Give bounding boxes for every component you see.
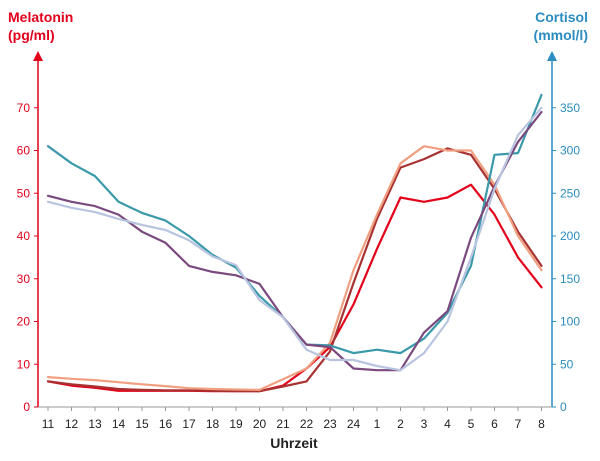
right-y-tick-label: 300 — [560, 144, 580, 158]
x-tick-label: 18 — [206, 417, 220, 431]
left-y-tick-label: 30 — [17, 272, 31, 286]
right-axis-title-line1: Cortisol — [535, 9, 588, 25]
right-y-tick-label: 0 — [560, 400, 567, 414]
x-tick-label: 23 — [323, 417, 337, 431]
right-y-tick-label: 100 — [560, 315, 580, 329]
x-tick-label: 4 — [444, 417, 451, 431]
axes — [33, 51, 557, 411]
x-tick-label: 8 — [538, 417, 545, 431]
right-y-tick-label: 150 — [560, 272, 580, 286]
series-line-5 — [46, 110, 543, 372]
left-y-axis-arrow — [33, 51, 43, 61]
right-y-tick-label: 350 — [560, 101, 580, 115]
left-y-tick-label: 70 — [17, 101, 31, 115]
left-y-tick-label: 50 — [17, 186, 31, 200]
left-y-tick-label: 60 — [17, 144, 31, 158]
x-tick-label: 21 — [276, 417, 290, 431]
x-tick-label: 14 — [112, 417, 126, 431]
x-tick-label: 15 — [135, 417, 149, 431]
right-axis-title-line2: (mmol/l) — [534, 27, 588, 43]
x-tick-label: 22 — [300, 417, 314, 431]
x-tick-label: 7 — [515, 417, 522, 431]
right-y-tick-label: 200 — [560, 229, 580, 243]
series-line-3 — [46, 145, 543, 391]
series-line-1 — [46, 183, 543, 393]
left-y-tick-label: 0 — [23, 400, 30, 414]
left-axis-title-line2: (pg/ml) — [8, 27, 55, 43]
x-tick-label: 2 — [397, 417, 404, 431]
series-line-6 — [46, 106, 543, 372]
x-tick-label: 19 — [229, 417, 243, 431]
x-tick-label: 5 — [468, 417, 475, 431]
left-axis-title-line1: Melatonin — [8, 9, 73, 25]
left-y-tick-label: 20 — [17, 315, 31, 329]
x-tick-label: 3 — [421, 417, 428, 431]
x-tick-label: 24 — [347, 417, 361, 431]
right-y-tick-label: 50 — [560, 357, 574, 371]
x-tick-label: 16 — [159, 417, 173, 431]
series-line-4 — [46, 93, 543, 355]
x-tick-label: 12 — [65, 417, 79, 431]
x-tick-label: 17 — [182, 417, 196, 431]
x-tick-label: 13 — [88, 417, 102, 431]
right-y-axis-arrow — [547, 51, 557, 61]
right-y-tick-label: 250 — [560, 186, 580, 200]
x-axis-title: Uhrzeit — [270, 435, 318, 451]
series-lines — [46, 93, 543, 393]
x-tick-label: 11 — [42, 417, 55, 431]
x-tick-label: 6 — [491, 417, 498, 431]
x-tick-label: 20 — [253, 417, 267, 431]
x-tick-label: 1 — [374, 417, 381, 431]
left-y-tick-label: 10 — [17, 357, 31, 371]
left-y-tick-label: 40 — [17, 229, 31, 243]
